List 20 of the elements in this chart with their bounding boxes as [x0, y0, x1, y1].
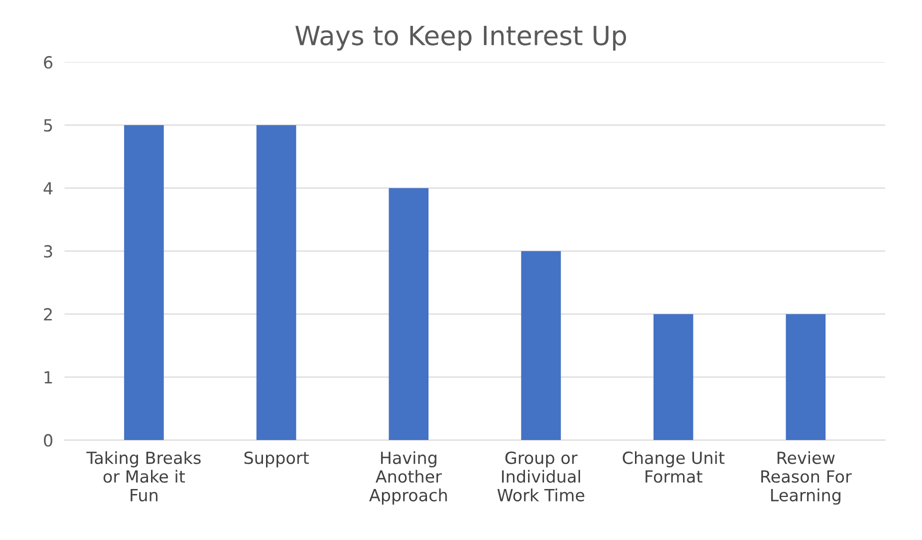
y-tick-label: 0 [44, 434, 52, 447]
bar [786, 314, 826, 440]
chart-title: Ways to Keep Interest Up [295, 26, 626, 51]
bar [521, 251, 561, 440]
bar [256, 125, 296, 440]
x-tick-label: Having Another Approach [369, 451, 447, 505]
y-tick-label: 5 [44, 119, 52, 132]
y-tick-label: 1 [44, 371, 52, 384]
bar [388, 188, 429, 440]
y-tick-label: 4 [44, 182, 52, 194]
y-tick-label: 2 [44, 308, 52, 320]
x-tick-label: Review Reason For Learning [761, 451, 852, 505]
x-tick-label: Taking Breaks or Make it Fun [86, 451, 201, 502]
y-tick-label: 6 [44, 56, 52, 69]
y-tick-label: 3 [44, 245, 52, 258]
x-tick-label: Change Unit Format [622, 451, 724, 483]
bar [124, 125, 164, 440]
bar [654, 314, 694, 440]
x-tick-label: Group or Individual Work Time [497, 452, 584, 502]
x-tick-label: Support [244, 452, 309, 468]
